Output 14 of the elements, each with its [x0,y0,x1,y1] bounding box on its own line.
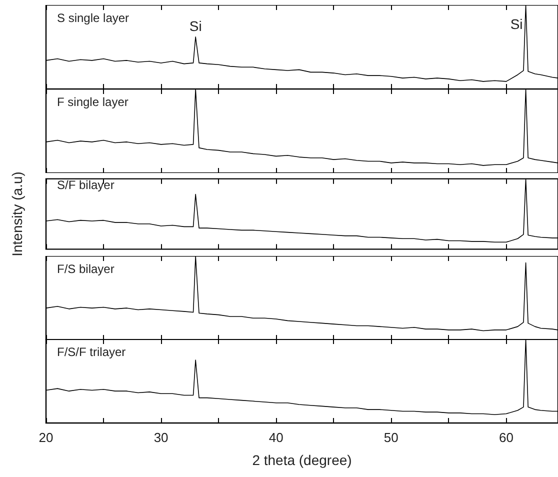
x-tick-label: 20 [38,430,54,446]
y-axis-title: Intensity (a.u) [9,172,25,257]
text: F/S bilayer [57,262,114,276]
x-tick-label: 40 [268,430,284,446]
x-axis-title: 2 theta (degree) [252,452,352,468]
x-tick-label: 30 [154,430,168,446]
chart-title: S/F bilayer [57,178,114,192]
text: F/S/F trilayer [57,345,126,360]
x-tick-label: 50 [384,430,398,446]
x-tick-label: 60 [498,430,514,446]
annotation: Si [189,18,202,34]
annotation: Si [510,16,523,32]
text: S single layer [57,11,130,25]
text: F single layer [57,94,128,109]
